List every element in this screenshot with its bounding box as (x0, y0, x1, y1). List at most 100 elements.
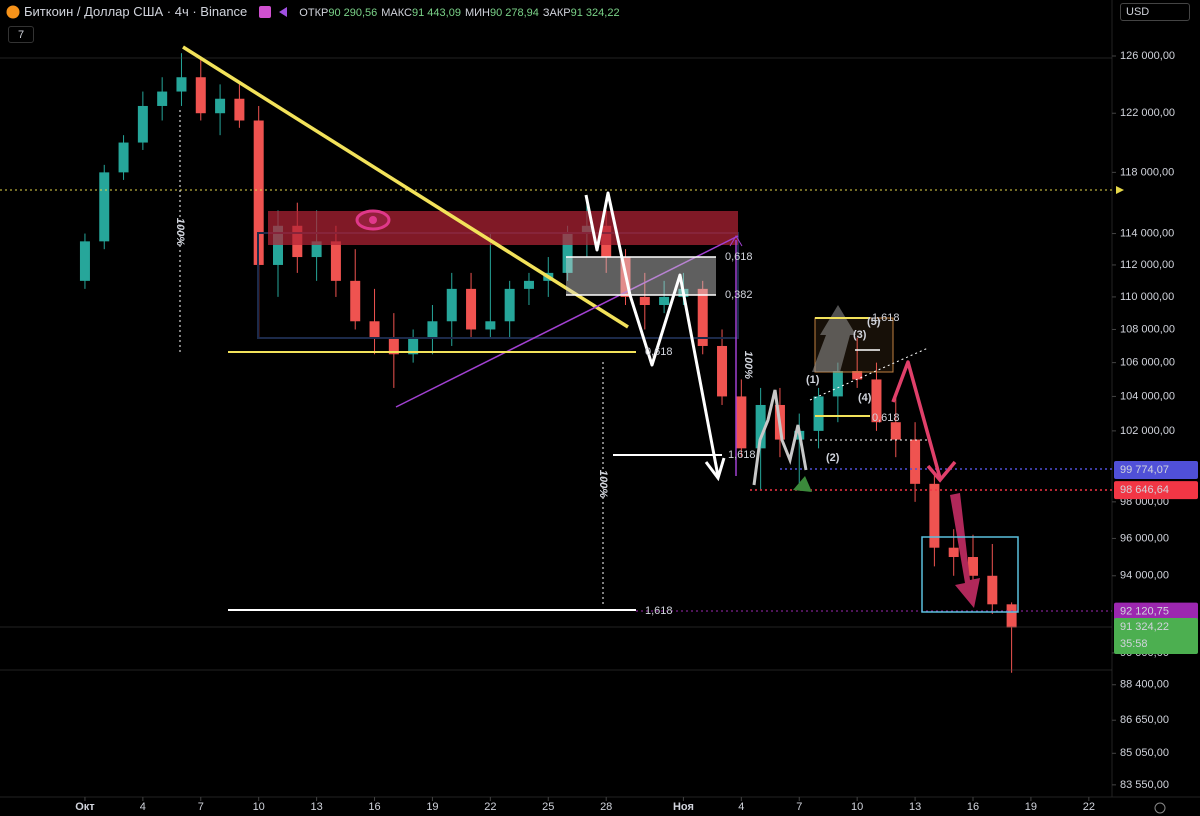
candle-body (176, 77, 187, 92)
price-tag (1114, 618, 1198, 655)
annotation: 0,382 (725, 289, 753, 301)
candle-body (466, 288, 477, 330)
settings-icon[interactable] (1154, 802, 1166, 814)
x-tick-label: 19 (426, 801, 438, 813)
supply-zone (268, 211, 738, 245)
stat-label: МАКС (381, 7, 412, 19)
x-tick-label: 10 (851, 801, 863, 813)
arrow-head (926, 460, 957, 483)
arrow-head (729, 235, 743, 247)
y-tick-label: 83 550,00 (1120, 779, 1169, 791)
x-tick-label: Ноя (673, 801, 694, 813)
annotation: (2) (826, 452, 840, 464)
annotation: 100% (174, 218, 186, 246)
annotation: (5) (867, 316, 881, 328)
y-tick-label: 85 050,00 (1120, 747, 1169, 759)
candle-body (79, 241, 90, 281)
annotation: 100% (597, 470, 609, 498)
price-tag-label: 91 324,22 (1120, 621, 1169, 633)
annotations: 0,618 0,382 0,618 1,618 1,618 1,618 0,618 100% 1… (174, 218, 899, 617)
candle-body (311, 241, 322, 258)
candle-body (968, 557, 978, 576)
candle-body (369, 321, 380, 338)
channel-line (809, 347, 929, 401)
y-tick-label: 106 000,00 (1120, 357, 1175, 369)
candle-body (736, 396, 747, 449)
y-tick-label: 112 000,00 (1120, 259, 1174, 271)
x-tick-label: 10 (253, 801, 265, 813)
price-tag-label: 99 774,07 (1120, 464, 1169, 476)
price-tag (1114, 602, 1198, 621)
y-tick-label: 108 000,00 (1120, 323, 1175, 335)
y-tick-label: 114 000,00 (1120, 227, 1174, 239)
arrow-head (704, 457, 726, 482)
candle-body (910, 439, 921, 484)
candle-body (485, 321, 496, 330)
candle-body (562, 233, 573, 273)
candle-body (697, 288, 708, 346)
annotation: (4) (858, 392, 872, 404)
x-tick-label: 16 (967, 801, 979, 813)
price-tag-label: 98 646,64 (1120, 484, 1169, 496)
candle-body (929, 483, 940, 548)
annotation: 100% (742, 351, 754, 379)
stat-label: ЗАКР (542, 7, 571, 19)
stat-label: МИН (464, 7, 490, 19)
y-tick-label: 96 000,00 (1120, 532, 1169, 544)
y-tick-label: 110 000,00 (1120, 291, 1174, 303)
annotation: (1) (806, 374, 820, 386)
x-tick-label: Окт (75, 801, 95, 813)
trend-line (182, 45, 629, 329)
trend-line (395, 235, 739, 408)
x-tick-label: 4 (140, 801, 146, 813)
legend: Биткоин / Доллар США · 4ч · Binance ОТКР… (6, 4, 620, 19)
target-box (921, 536, 1019, 613)
candle-body (253, 120, 264, 265)
candle-body (137, 105, 148, 143)
x-tick-label: 16 (368, 801, 380, 813)
stat-label: ОТКР (299, 7, 329, 19)
stat-value: 91 324,22 (570, 7, 620, 19)
legend-icons (259, 5, 288, 18)
annotation: 0,618 (872, 412, 900, 424)
annotation: 0,618 (645, 346, 673, 358)
candle-body (408, 337, 419, 355)
candle-body (832, 371, 843, 397)
eye-pupil (369, 216, 377, 224)
x-tick-label: 25 (542, 801, 554, 813)
candle-body (427, 321, 438, 338)
fib-zone (566, 257, 716, 295)
projection-path (584, 191, 720, 477)
drawings (0, 45, 1124, 671)
candle-body (1006, 604, 1017, 628)
candle-body (330, 241, 341, 281)
candle-body (890, 422, 901, 440)
x-tick-label: 7 (796, 801, 802, 813)
stat-value: 90 278,94 (489, 7, 539, 19)
candle-body (157, 91, 168, 106)
x-tick-label: 19 (1025, 801, 1037, 813)
candle-body (523, 280, 534, 289)
price-tag (1114, 461, 1198, 480)
y-tick-label: 86 650,00 (1120, 714, 1169, 726)
candle-body (350, 280, 361, 322)
currency-select[interactable]: USD (1120, 3, 1190, 21)
projection-path (891, 360, 942, 479)
symbol-icon (6, 5, 20, 18)
x-tick-label: 4 (738, 801, 744, 813)
stat-value: 91 443,09 (412, 7, 461, 19)
x-tick-label: 22 (1083, 801, 1095, 813)
candle-body (273, 225, 283, 265)
x-tick-label: 13 (909, 801, 921, 813)
candle-body (871, 379, 882, 423)
annotation: 1,618 (728, 449, 756, 461)
indicator-count[interactable]: 7 (8, 26, 34, 43)
price-tag (1114, 481, 1198, 500)
symbol-title: Биткоин / Доллар США · 4ч · Binance (24, 4, 248, 19)
candle-body (446, 288, 457, 322)
y-tick-label: 102 000,00 (1120, 425, 1175, 437)
x-tick-label: 13 (310, 801, 322, 813)
